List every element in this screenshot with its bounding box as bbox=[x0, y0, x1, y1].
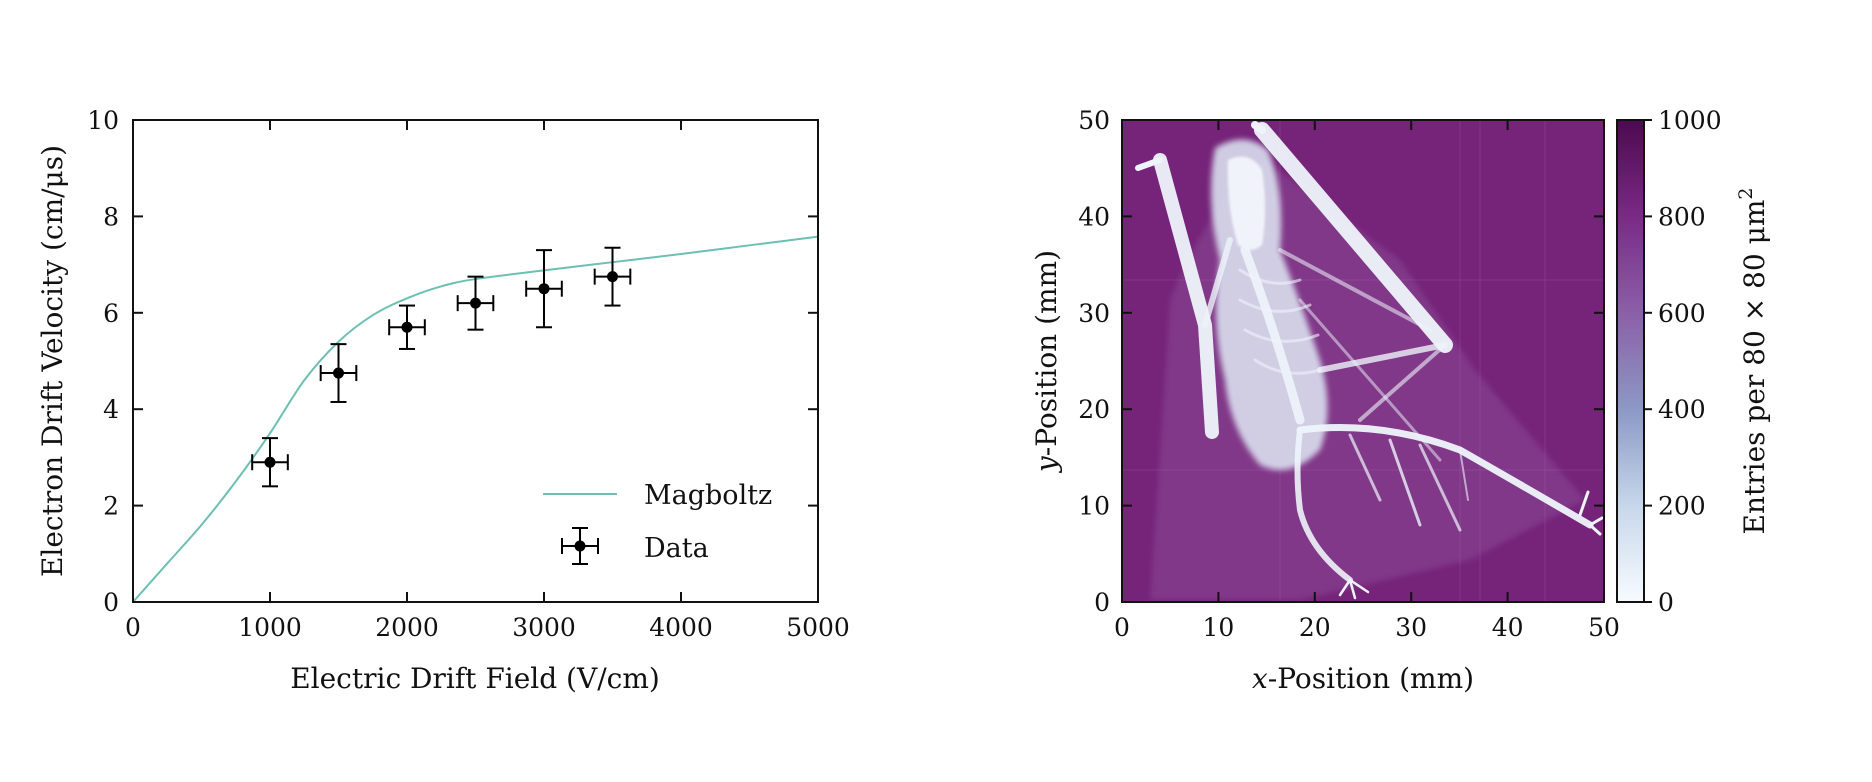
data-point bbox=[388, 304, 426, 350]
heatmap-y-axis-label: y-Position (mm) bbox=[1030, 250, 1063, 474]
drift-velocity-chart: 0 1000 2000 3000 4000 5000 0 2 4 6 8 10 Magboltz Da… bbox=[36, 106, 850, 695]
left-plot-frame bbox=[132, 119, 819, 603]
left-x-tick-label: 4000 bbox=[649, 613, 713, 642]
left-y-tick-label: 10 bbox=[87, 106, 119, 135]
colorbar-gradient bbox=[1616, 119, 1645, 603]
colorbar-label: Entries per 80 × 80 μm2 bbox=[1735, 188, 1771, 535]
left-chart-ticks: 0 1000 2000 3000 4000 5000 0 2 4 6 8 10 bbox=[87, 106, 850, 642]
heatmap-x-tick-label: 30 bbox=[1395, 613, 1427, 642]
heatmap-x-tick-label: 20 bbox=[1299, 613, 1331, 642]
data-point bbox=[319, 343, 358, 403]
colorbar-tick-label: 1000 bbox=[1658, 106, 1722, 135]
left-x-tick-label: 2000 bbox=[375, 613, 439, 642]
heatmap-x-axis-label: x-Position (mm) bbox=[1252, 662, 1474, 695]
heatmap-ticks: 0 10 20 30 40 50 0 10 20 30 40 50 bbox=[1078, 106, 1620, 642]
heatmap-x-tick-label: 40 bbox=[1492, 613, 1524, 642]
left-chart-series bbox=[132, 235, 819, 603]
heatmap-y-tick-label: 50 bbox=[1078, 106, 1110, 135]
heatmap-y-tick-label: 10 bbox=[1078, 492, 1110, 521]
left-legend: Magboltz Data bbox=[543, 480, 772, 565]
colorbar: 0 200 400 600 800 1000 Entries per 80 × 80 μm… bbox=[1616, 106, 1771, 617]
heatmap-y-tick-label: 0 bbox=[1094, 588, 1110, 617]
colorbar-tick-label: 600 bbox=[1658, 299, 1706, 328]
data-point bbox=[456, 275, 495, 331]
left-y-tick-label: 8 bbox=[103, 202, 119, 231]
colorbar-tick-label: 400 bbox=[1658, 395, 1706, 424]
left-x-tick-label: 1000 bbox=[238, 613, 302, 642]
left-y-tick-label: 2 bbox=[103, 492, 119, 521]
colorbar-tick-label: 200 bbox=[1658, 492, 1706, 521]
left-x-tick-label: 5000 bbox=[786, 613, 850, 642]
heatmap-y-tick-label: 20 bbox=[1078, 395, 1110, 424]
heatmap-y-tick-label: 30 bbox=[1078, 299, 1110, 328]
magboltz-line bbox=[132, 235, 819, 603]
left-x-axis-label: Electric Drift Field (V/cm) bbox=[290, 662, 660, 695]
data-point bbox=[593, 246, 632, 307]
heatmap-x-tick-label: 0 bbox=[1114, 613, 1130, 642]
legend-magboltz-label: Magboltz bbox=[644, 480, 772, 511]
bat-xray-subject bbox=[1135, 121, 1604, 600]
heatmap-image bbox=[1122, 120, 1604, 602]
heatmap-x-tick-label: 10 bbox=[1202, 613, 1234, 642]
colorbar-tick-label: 0 bbox=[1658, 588, 1674, 617]
left-x-tick-label: 3000 bbox=[512, 613, 576, 642]
colorbar-ticks: 0 200 400 600 800 1000 bbox=[1644, 106, 1722, 617]
left-y-tick-label: 6 bbox=[103, 299, 119, 328]
left-y-tick-label: 4 bbox=[103, 395, 119, 424]
left-x-tick-label: 0 bbox=[125, 613, 141, 642]
xray-heatmap-chart: 0 10 20 30 40 50 0 10 20 30 40 50 x-Position (mm) y… bbox=[1030, 106, 1771, 695]
heatmap-y-tick-label: 40 bbox=[1078, 202, 1110, 231]
heatmap-frame bbox=[1121, 119, 1605, 603]
heatmap-x-tick-label: 50 bbox=[1588, 613, 1620, 642]
colorbar-tick-label: 800 bbox=[1658, 202, 1706, 231]
data-point bbox=[525, 249, 563, 329]
left-y-tick-label: 0 bbox=[103, 588, 119, 617]
legend-data-label: Data bbox=[644, 533, 709, 564]
data-point bbox=[251, 437, 289, 488]
left-y-axis-label: Electron Drift Velocity (cm/μs) bbox=[36, 145, 69, 577]
legend-data-swatch bbox=[561, 527, 599, 565]
